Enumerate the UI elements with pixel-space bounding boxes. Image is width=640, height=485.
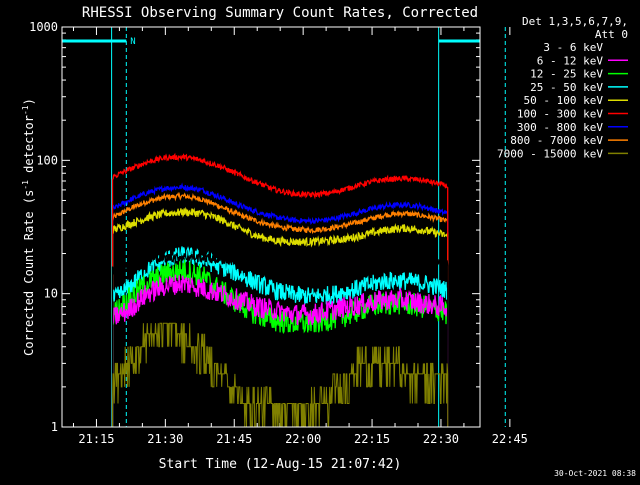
- x-tick-label: 22:45: [492, 432, 528, 446]
- x-tick-label: 22:00: [285, 432, 321, 446]
- x-tick-label: 22:15: [354, 432, 390, 446]
- y-tick-label: 1: [51, 420, 58, 434]
- x-tick-label: 21:30: [147, 432, 183, 446]
- y-tick-label: 1000: [29, 20, 58, 34]
- legend-label: 100 - 300 keV: [517, 108, 603, 121]
- legend-label: 300 - 800 keV: [517, 121, 603, 134]
- y-tick-label: 10: [44, 287, 58, 301]
- series-line: [111, 251, 449, 427]
- series-line: [111, 274, 449, 427]
- series-line: [111, 152, 449, 427]
- series-line: [112, 322, 449, 427]
- series-line: [111, 206, 449, 427]
- legend-header: Det 1,3,5,6,7,9,: [522, 15, 628, 28]
- legend-label: 6 - 12 keV: [537, 54, 604, 67]
- legend-label: 7000 - 15000 keV: [497, 147, 603, 160]
- y-axis-label: Corrected Count Rate (s-1 detector-1): [21, 98, 36, 356]
- legend-label: 3 - 6 keV: [543, 41, 603, 54]
- chart-title: RHESSI Observing Summary Count Rates, Co…: [82, 5, 478, 21]
- legend-label: 50 - 100 keV: [524, 94, 604, 107]
- series-line: [111, 182, 449, 427]
- legend-label: 12 - 25 keV: [530, 68, 603, 81]
- y-tick-label: 100: [36, 153, 58, 167]
- footer-timestamp: 30-Oct-2021 08:38: [554, 469, 636, 478]
- legend-label: 800 - 7000 keV: [510, 134, 603, 147]
- x-axis-label: Start Time (12-Aug-15 21:07:42): [159, 457, 402, 472]
- legend-label: 25 - 50 keV: [530, 81, 603, 94]
- x-tick-label: 21:45: [216, 432, 252, 446]
- plot-frame: [61, 26, 481, 428]
- flag-label: N: [130, 37, 135, 47]
- x-tick-label: 21:15: [78, 432, 114, 446]
- legend-header: Att 0: [595, 28, 628, 41]
- series-line: [111, 246, 449, 427]
- x-tick-label: 22:30: [423, 432, 459, 446]
- plot-area: 1 10 100 1000 21:15 21:30 21:45 22:00 22:15 22:30…: [29, 20, 528, 446]
- series-line: [111, 191, 449, 427]
